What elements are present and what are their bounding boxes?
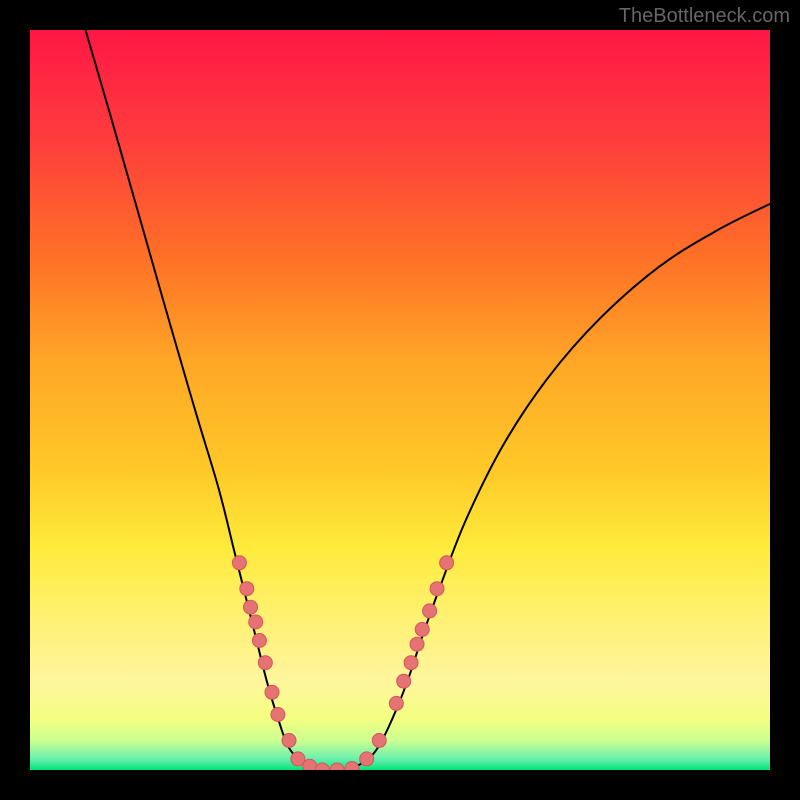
data-marker xyxy=(249,615,263,629)
data-marker xyxy=(410,637,424,651)
data-marker xyxy=(303,759,317,770)
data-marker xyxy=(345,762,359,770)
plot-area xyxy=(30,30,770,770)
bottleneck-curve xyxy=(30,30,770,770)
data-marker xyxy=(372,733,386,747)
data-marker xyxy=(360,752,374,766)
data-marker xyxy=(265,685,279,699)
data-marker xyxy=(282,733,296,747)
data-marker xyxy=(440,556,454,570)
data-marker xyxy=(330,763,344,770)
data-marker xyxy=(404,656,418,670)
data-marker xyxy=(430,582,444,596)
data-marker xyxy=(244,600,258,614)
data-marker xyxy=(232,556,246,570)
data-marker xyxy=(415,622,429,636)
watermark-text: TheBottleneck.com xyxy=(619,5,790,28)
data-marker xyxy=(252,634,266,648)
data-marker xyxy=(271,708,285,722)
data-marker xyxy=(315,763,329,770)
data-marker xyxy=(389,696,403,710)
data-marker xyxy=(258,656,272,670)
data-marker xyxy=(423,604,437,618)
data-marker xyxy=(397,674,411,688)
data-marker xyxy=(240,582,254,596)
